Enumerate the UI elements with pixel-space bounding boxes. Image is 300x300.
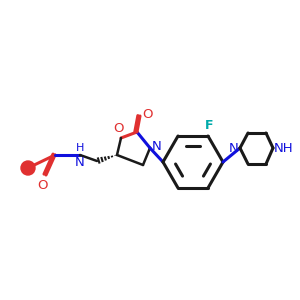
Text: N: N [229, 142, 239, 155]
Text: H: H [76, 143, 84, 153]
Text: N: N [152, 140, 162, 154]
Circle shape [21, 161, 35, 175]
Text: NH: NH [274, 142, 294, 155]
Text: O: O [142, 109, 152, 122]
Text: O: O [114, 122, 124, 135]
Text: F: F [205, 119, 213, 132]
Text: O: O [38, 179, 48, 192]
Text: N: N [75, 156, 85, 169]
